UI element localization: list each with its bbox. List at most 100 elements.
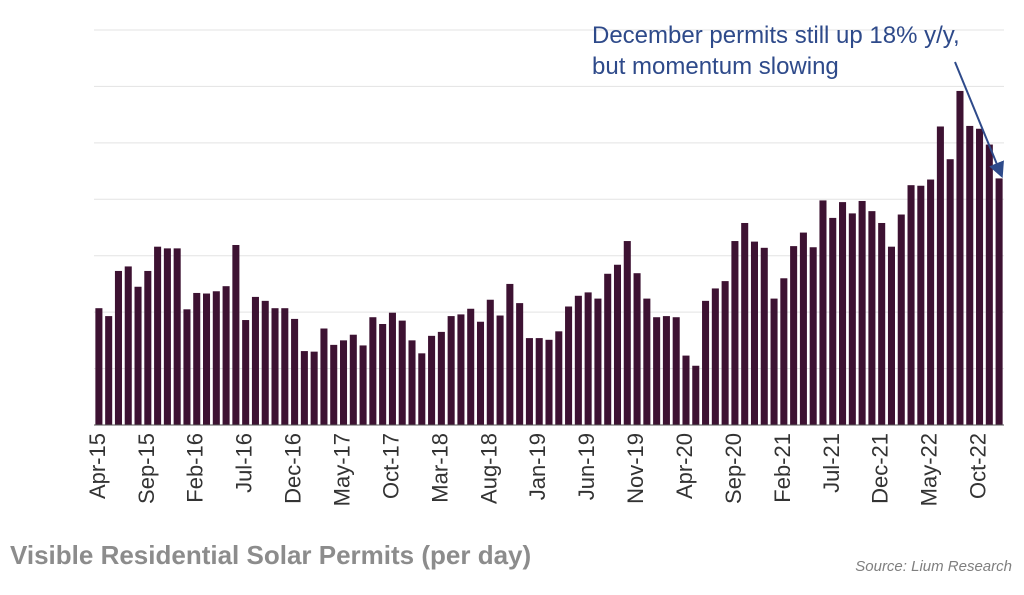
bar — [281, 308, 289, 425]
bar-series — [95, 90, 1003, 426]
bar — [193, 292, 201, 425]
bar — [594, 298, 602, 425]
x-tick-label: Feb-21 — [770, 433, 795, 503]
bar — [486, 299, 494, 425]
bar — [261, 300, 269, 425]
bar — [829, 217, 837, 425]
bar — [447, 316, 455, 425]
x-tick-label: Oct-17 — [378, 433, 403, 499]
bar — [780, 278, 788, 425]
x-tick-label: Jul-16 — [232, 433, 257, 493]
bar — [222, 286, 230, 425]
bar — [457, 314, 465, 425]
bar — [212, 291, 220, 425]
bar — [183, 309, 191, 425]
x-tick-label: Sep-20 — [721, 433, 746, 504]
bar — [418, 353, 426, 425]
bar — [839, 202, 847, 425]
bar — [437, 331, 445, 425]
bar — [379, 323, 387, 425]
bar — [985, 144, 993, 426]
bar — [232, 244, 240, 425]
bar — [320, 328, 328, 425]
bar — [251, 296, 259, 425]
x-tick-label: Jun-19 — [574, 433, 599, 500]
x-tick-label: May-17 — [330, 433, 355, 506]
bar — [476, 321, 485, 425]
bar — [535, 338, 543, 425]
bar — [506, 283, 514, 425]
bar — [525, 338, 533, 425]
x-tick-label: Oct-22 — [966, 433, 991, 499]
bar — [643, 298, 651, 425]
bar — [242, 320, 250, 425]
bar — [398, 320, 406, 425]
x-tick-label: Sep-15 — [134, 433, 159, 504]
bar — [731, 241, 739, 425]
bar — [790, 246, 798, 425]
x-tick-label: Jan-19 — [525, 433, 550, 500]
bar — [770, 298, 778, 425]
annotation-line-2: but momentum slowing — [592, 53, 839, 80]
x-tick-label: May-22 — [917, 433, 942, 506]
bar — [124, 266, 132, 425]
bar — [516, 303, 524, 425]
bar — [154, 246, 162, 425]
bar — [682, 355, 690, 425]
bar — [545, 339, 553, 425]
bar — [887, 246, 895, 425]
source-note: Source: Lium Research — [855, 558, 1012, 575]
bar — [408, 340, 416, 425]
bar — [741, 222, 749, 425]
bar — [927, 179, 935, 425]
bar — [555, 331, 563, 425]
bar — [388, 312, 396, 425]
bar — [692, 365, 700, 425]
bar — [858, 200, 866, 425]
bar — [144, 270, 152, 425]
bar — [799, 232, 807, 425]
bar — [428, 335, 436, 425]
bar — [848, 213, 856, 425]
bar — [750, 241, 759, 425]
bar — [134, 286, 142, 425]
bar — [702, 300, 710, 425]
bar — [760, 247, 768, 425]
x-tick-label: Apr-15 — [85, 433, 110, 499]
bar — [946, 159, 954, 425]
bar — [897, 214, 905, 425]
bar — [604, 273, 612, 425]
bar — [173, 248, 181, 425]
x-tick-label: Jul-21 — [819, 433, 844, 493]
bar — [310, 351, 318, 425]
bar — [369, 317, 377, 425]
bar — [711, 288, 719, 425]
bar — [672, 317, 680, 425]
x-tick-label: Apr-20 — [672, 433, 697, 499]
bar — [584, 292, 592, 425]
bar — [613, 264, 622, 425]
bar — [809, 247, 817, 425]
bar — [95, 308, 103, 425]
chart-title: Visible Residential Solar Permits (per d… — [10, 540, 532, 570]
bar — [349, 334, 357, 425]
x-tick-label: Nov-19 — [623, 433, 648, 504]
bar — [496, 315, 504, 425]
bar — [565, 306, 573, 425]
x-tick-label: Aug-18 — [476, 433, 501, 504]
annotation-arrow-line — [954, 61, 1004, 179]
bar — [105, 316, 113, 425]
x-tick-label: Dec-16 — [281, 433, 306, 504]
bar — [868, 211, 876, 425]
x-tick-label: Feb-16 — [183, 433, 208, 503]
x-tick-label: Mar-18 — [427, 433, 452, 503]
bar — [291, 318, 299, 425]
annotation-arrow — [954, 61, 1004, 179]
bar — [936, 126, 944, 425]
bar — [623, 241, 631, 425]
bar — [339, 340, 348, 425]
bar — [114, 270, 122, 425]
bar — [163, 248, 171, 425]
bar — [819, 200, 827, 425]
